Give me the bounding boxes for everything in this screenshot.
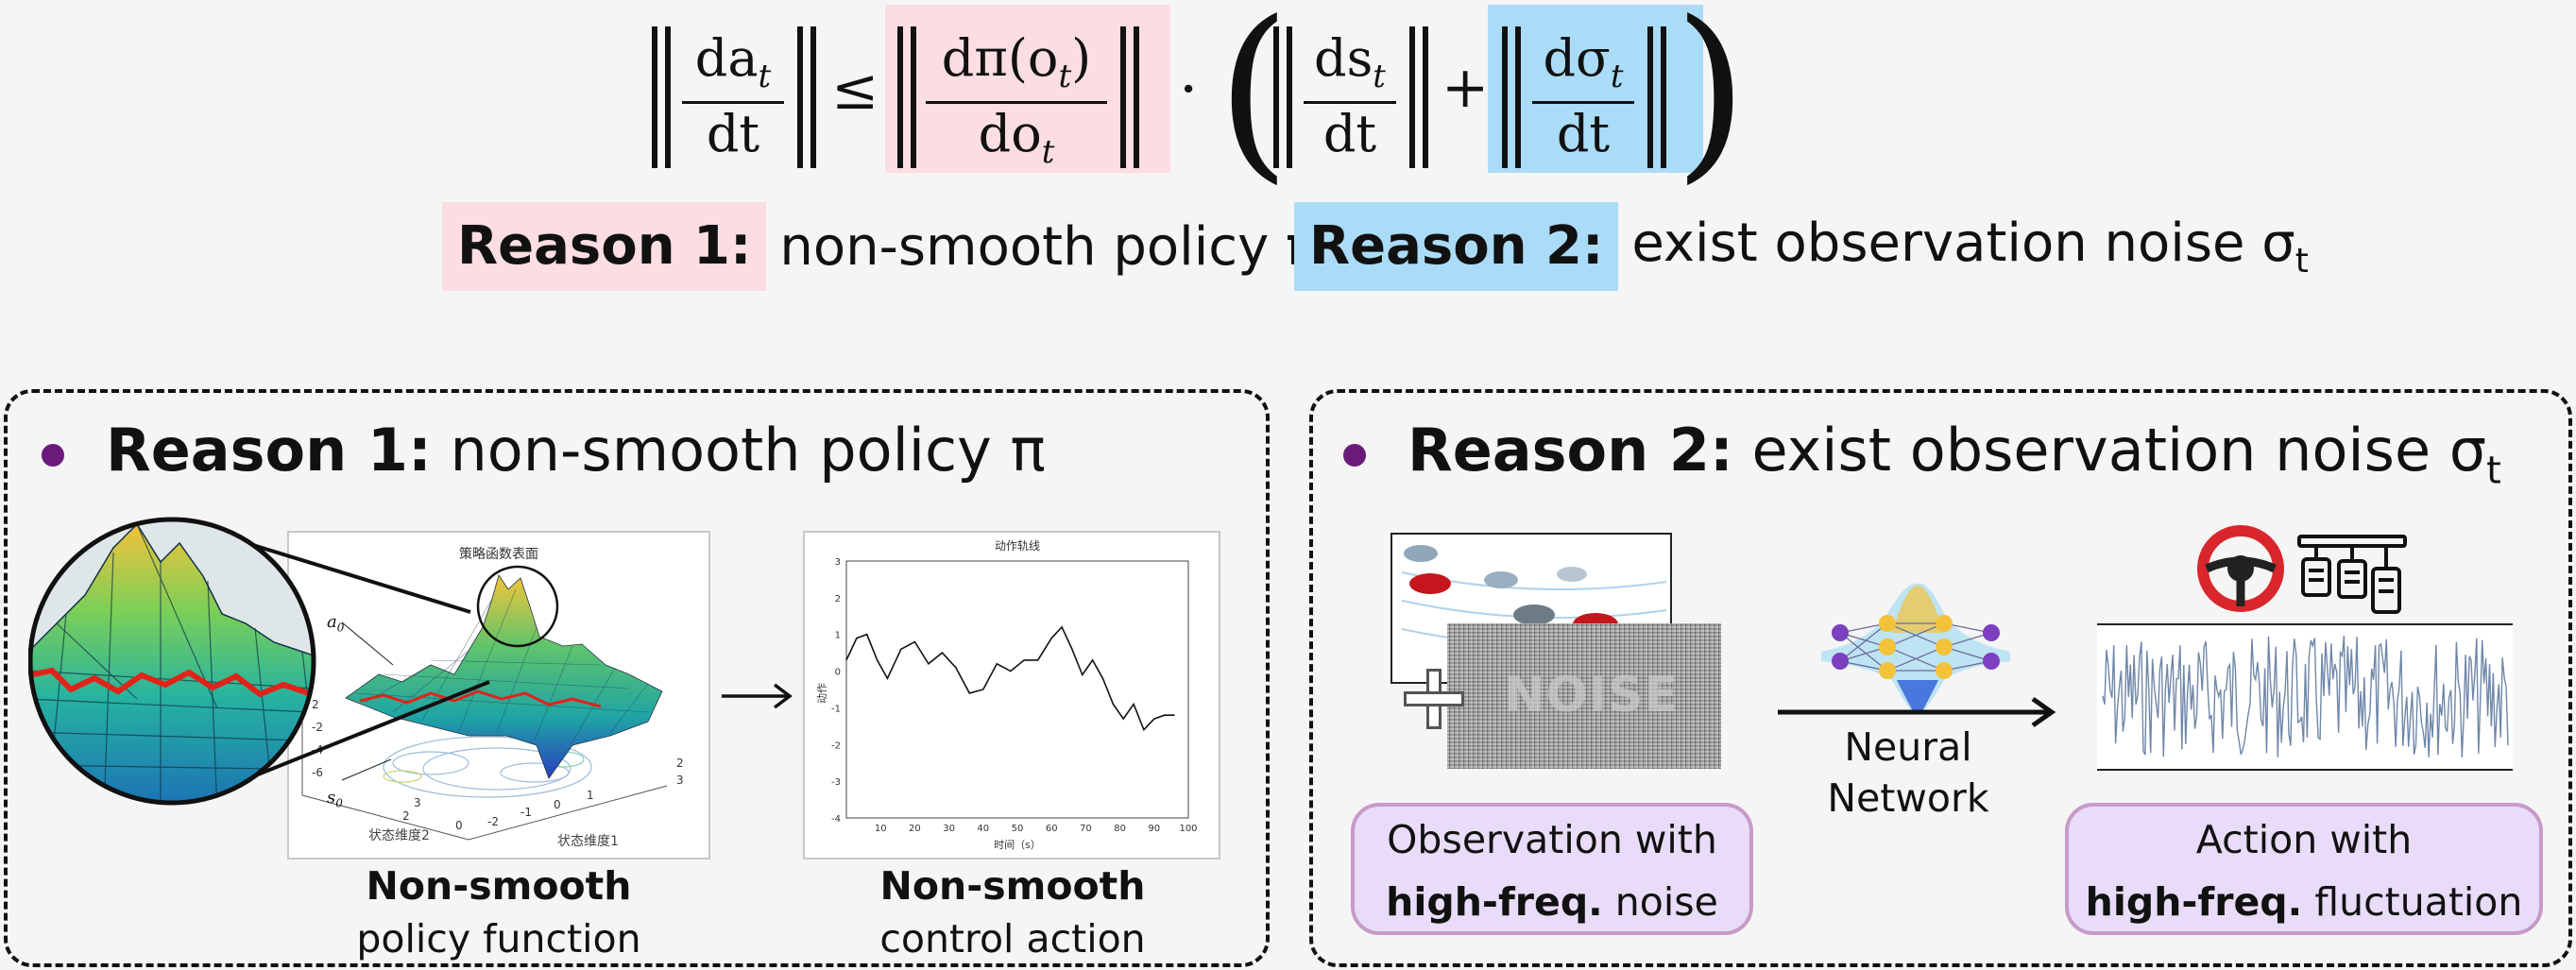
svg-text:2: 2 [676, 757, 684, 770]
x-tick-label: 70 [1080, 824, 1092, 834]
svg-text:-1: -1 [520, 806, 532, 819]
reason-1-tag: Reason 1: [442, 202, 767, 291]
x-tick-label: 20 [909, 824, 921, 834]
reason-2-text: exist observation noise σt [1631, 212, 2309, 281]
axis-dim2-label: 状态维度2 [368, 828, 430, 843]
formula: dat dt ≤ dπ(ot) dot · ( dst dt + dσt dt … [642, 0, 1757, 201]
y-tick-label: 0 [835, 668, 841, 678]
svg-text:3: 3 [414, 796, 421, 809]
svg-text:0: 0 [554, 798, 561, 811]
neural-network-icon [1821, 583, 2010, 713]
surface-title: 策略函数表面 [459, 547, 538, 562]
x-tick-label: 30 [943, 824, 955, 834]
x-tick-label: 40 [977, 824, 989, 834]
policy-fraction: dπ(ot) dot [922, 28, 1111, 171]
svg-text:3: 3 [676, 774, 684, 787]
leq-sign: ≤ [831, 57, 879, 123]
y-tick-label: 2 [835, 594, 841, 604]
chart-ylabel: 动作 [816, 683, 828, 704]
dot-sign: · [1179, 55, 1199, 125]
high-freq-action-plot [2097, 623, 2513, 771]
state-fraction: dst dt [1298, 28, 1402, 163]
svg-text:-6: -6 [312, 766, 323, 779]
pedals-icon [2297, 535, 2407, 614]
svg-text:0: 0 [455, 819, 463, 832]
x-tick-label: 80 [1114, 824, 1126, 834]
svg-text:2: 2 [312, 698, 319, 711]
policy-surface-figure: 策略函数表面 [287, 531, 710, 859]
x-tick-label: 50 [1012, 824, 1024, 834]
y-tick-label: -4 [831, 814, 841, 825]
noise-fraction: dσt dt [1527, 28, 1640, 163]
top-reason-2: Reason 2: exist observation noise σt [1294, 202, 2309, 291]
panel-reason-1 [4, 389, 1270, 967]
s0-label: s0 [327, 788, 343, 810]
panel-1-title: Reason 1: non-smooth policy π [106, 416, 1046, 485]
svg-text:2: 2 [402, 809, 410, 823]
zoom-inset [28, 517, 490, 806]
x-tick-label: 90 [1148, 824, 1160, 834]
svg-text:-2: -2 [487, 815, 499, 828]
x-tick-label: 10 [875, 824, 887, 834]
action-series-line [845, 625, 1175, 732]
caption-control-action: Non-smooth control action [879, 863, 1146, 961]
right-paren: ) [1674, 0, 1749, 201]
noise-label: NOISE [1504, 667, 1680, 723]
norm-bars-left [652, 26, 657, 168]
caption-policy-function: Non-smooth policy function [356, 863, 641, 961]
y-tick-label: 3 [835, 557, 841, 568]
y-tick-label: -3 [831, 777, 841, 788]
arrow-right [1778, 696, 2056, 728]
observation-box: Observation with high-freq. noise [1351, 803, 1753, 935]
plus-sign: + [1442, 55, 1490, 121]
steering-wheel-icon [2197, 525, 2284, 612]
panel-2-title: Reason 2: exist observation noise σt [1407, 416, 2501, 493]
reason-1-text: non-smooth policy π [779, 215, 1318, 278]
bullet [42, 444, 64, 467]
action-box: Action with high-freq. fluctuation [2065, 803, 2543, 935]
top-reason-1: Reason 1: non-smooth policy π [442, 202, 1318, 291]
y-tick-label: 1 [835, 631, 841, 641]
action-trajectory-chart: 10 20 30 40 50 60 70 80 90 100 3 2 1 0 -1 -2 -3 -4 动作轨线 时… [803, 531, 1220, 859]
lhs-fraction: dat dt [676, 28, 790, 163]
a0-label: a0 [327, 612, 345, 635]
plus-icon [1404, 669, 1464, 729]
noise-term [1488, 5, 1703, 173]
y-tick-label: -1 [831, 704, 841, 714]
noise-image: NOISE [1447, 623, 1721, 769]
svg-text:1: 1 [587, 789, 594, 802]
left-paren: ( [1217, 0, 1291, 201]
chart-title: 动作轨线 [995, 539, 1040, 553]
reason-2-tag: Reason 2: [1294, 202, 1619, 291]
svg-text:-2: -2 [312, 721, 323, 734]
fluctuation-line [2102, 636, 2509, 757]
x-tick-label: 100 [1179, 824, 1197, 834]
bullet [1343, 444, 1366, 467]
axis-dim1-label: 状态维度1 [557, 834, 619, 849]
chart-xlabel: 时间（s） [994, 839, 1041, 851]
y-tick-label: -2 [831, 740, 841, 751]
arrow-right [722, 683, 793, 709]
neural-network-label: Neural Network [1827, 724, 1989, 821]
panel-reason-2 [1309, 389, 2572, 967]
x-tick-label: 60 [1046, 824, 1058, 834]
